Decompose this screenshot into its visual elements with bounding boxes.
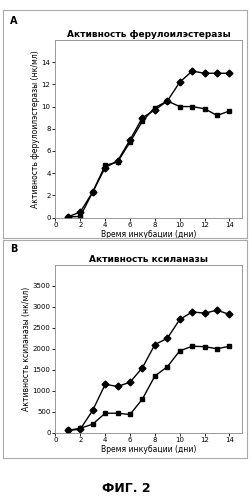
Text: ФИГ. 2: ФИГ. 2 [102,482,150,495]
X-axis label: Время инкубации (дни): Время инкубации (дни) [101,230,196,239]
X-axis label: Время инкубации (дни): Время инкубации (дни) [101,445,196,454]
Title: Активность ксиланазы: Активность ксиланазы [89,255,208,264]
Text: B: B [10,244,17,254]
Title: Активность ферулоилэстеразы: Активность ферулоилэстеразы [67,30,231,39]
Y-axis label: Активность ферулоилэстеразы (нк/мл): Активность ферулоилэстеразы (нк/мл) [31,50,40,207]
Text: A: A [10,16,18,26]
Y-axis label: Активность ксиланазы (нк/мл): Активность ксиланазы (нк/мл) [22,286,31,411]
